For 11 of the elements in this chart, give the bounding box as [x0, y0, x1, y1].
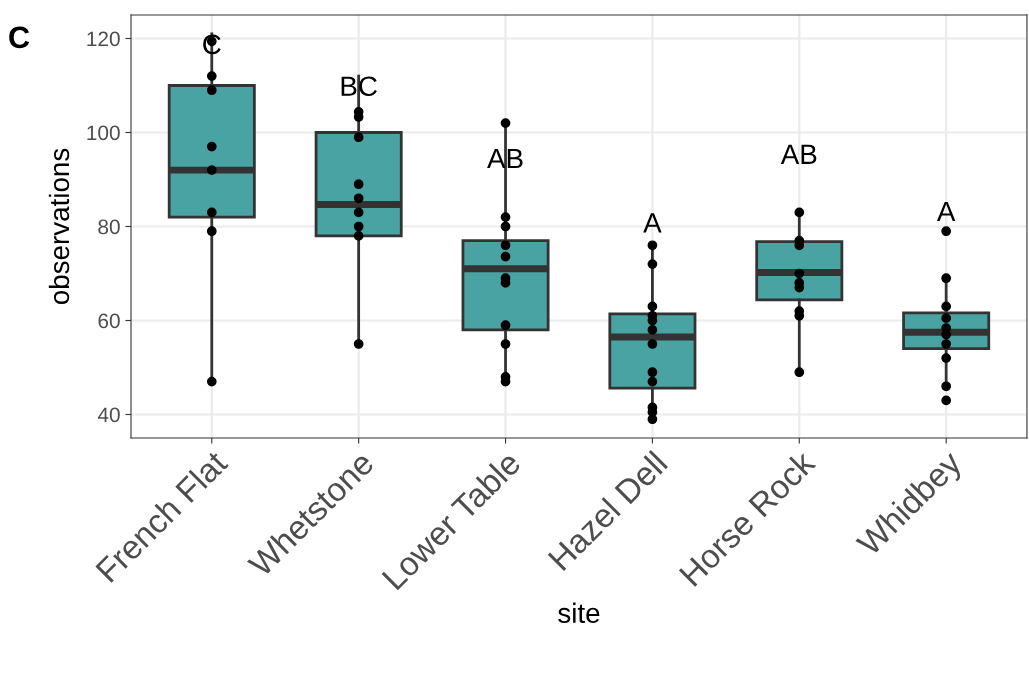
x-axis-title: site — [558, 602, 600, 624]
annotation: A — [643, 213, 662, 233]
y-tick-label: 120 — [87, 31, 120, 47]
y-tick-label: 80 — [98, 219, 120, 235]
annotation: A — [936, 201, 956, 221]
text: C — [9, 26, 30, 49]
y-tick-label: 100 — [87, 125, 120, 141]
y-tick-label: 40 — [97, 407, 120, 423]
y-tick-label: 60 — [98, 313, 120, 329]
annotation: AB — [780, 144, 817, 164]
y-axis-title: observations — [48, 148, 70, 305]
